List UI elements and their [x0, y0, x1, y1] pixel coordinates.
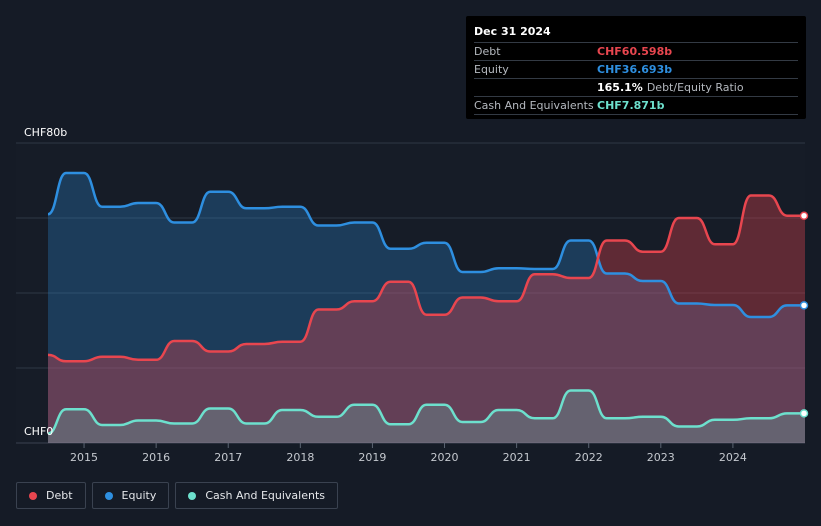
tooltip-value: CHF60.598b	[597, 45, 673, 58]
legend-dot-icon	[188, 491, 197, 500]
x-tick-label: 2022	[575, 451, 603, 464]
tooltip-label: Cash And Equivalents	[474, 99, 594, 112]
legend-item-equity[interactable]: Equity	[91, 482, 170, 509]
x-tick-label: 2018	[286, 451, 314, 464]
area-equity	[48, 173, 805, 443]
grid-lines	[16, 142, 805, 444]
x-tick-label: 2020	[431, 451, 459, 464]
line-cash-and-equivalents	[47, 389, 805, 435]
legend-item-cash[interactable]: Cash And Equivalents	[175, 482, 338, 509]
y-axis-labels: CHF80b CHF0	[24, 126, 67, 438]
tooltip-label	[474, 79, 597, 96]
tooltip-value: CHF7.871b	[597, 99, 665, 112]
x-tick-label: 2019	[358, 451, 386, 464]
chart-legend: Debt Equity Cash And Equivalents	[16, 482, 338, 509]
tooltip-row-cash: Cash And Equivalents CHF7.871b	[474, 97, 798, 115]
end-markers	[799, 211, 809, 418]
series-areas	[48, 173, 805, 443]
legend-dot-icon	[104, 491, 113, 500]
x-tick-label: 2024	[719, 451, 747, 464]
end-marker-cash-and-equivalents	[799, 409, 809, 418]
y-tick-label-bottom: CHF0	[24, 425, 53, 438]
tooltip-date: Dec 31 2024	[474, 23, 798, 43]
x-tick-label: 2016	[142, 451, 170, 464]
legend-item-debt[interactable]: Debt	[16, 482, 86, 509]
line-equity	[47, 171, 805, 319]
tooltip-value: CHF36.693b	[597, 63, 673, 76]
legend-label: Cash And Equivalents	[205, 489, 325, 502]
x-axis: 2015 2016 2017 2018 2019 2020 2021 2022 2023 2024	[70, 443, 747, 464]
area-cash-and-equivalents	[48, 390, 805, 443]
tooltip-row-equity: Equity CHF36.693b	[474, 61, 798, 79]
x-tick-label: 2021	[503, 451, 531, 464]
series-lines	[47, 171, 805, 435]
tooltip-row-ratio: 165.1% Debt/Equity Ratio	[474, 79, 798, 97]
end-marker-debt	[799, 211, 809, 220]
area-debt	[48, 195, 805, 443]
tooltip-suffix: Debt/Equity Ratio	[646, 81, 744, 94]
y-tick-label-top: CHF80b	[24, 126, 67, 139]
end-marker-equity	[799, 301, 809, 310]
legend-label: Debt	[46, 489, 73, 502]
tooltip-value: 165.1%	[597, 81, 643, 94]
line-debt	[47, 194, 805, 363]
tooltip-row-debt: Debt CHF60.598b	[474, 43, 798, 61]
legend-dot-icon	[29, 491, 37, 500]
legend-label: Equity	[121, 489, 157, 502]
x-tick-label: 2015	[70, 451, 98, 464]
x-tick-label: 2017	[214, 451, 242, 464]
tooltip-label: Equity	[474, 63, 509, 76]
data-tooltip: Dec 31 2024 Debt CHF60.598b Equity CHF36…	[466, 16, 806, 119]
tooltip-label: Debt	[474, 45, 501, 58]
x-tick-label: 2023	[647, 451, 675, 464]
